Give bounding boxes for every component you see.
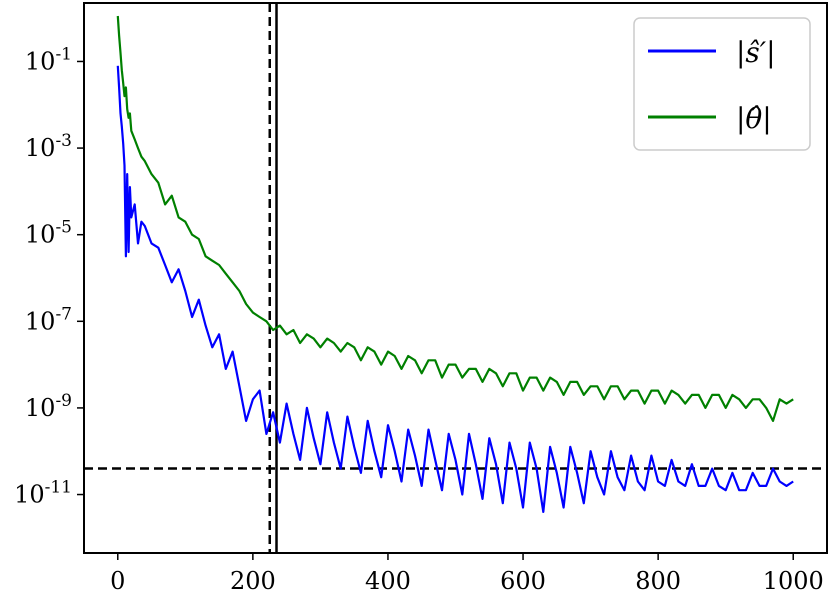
x-tick-label: 400 bbox=[365, 567, 411, 595]
x-tick-label: 1000 bbox=[763, 567, 824, 595]
y-tick-label: 10-9 bbox=[25, 391, 72, 422]
y-tick-label: 10-11 bbox=[14, 478, 72, 509]
series-layer bbox=[116, 15, 794, 513]
y-axis: 10-1 10-3 10-5 10-7 10-9 10-11 bbox=[14, 44, 84, 509]
y-tick-label: 10-7 bbox=[25, 304, 72, 335]
x-tick-label: 0 bbox=[110, 567, 125, 595]
y-tick-label: 10-3 bbox=[25, 131, 72, 162]
x-tick-label: 200 bbox=[230, 567, 276, 595]
series-line-theta bbox=[116, 15, 794, 422]
legend: |ŝ′| |θ̂| bbox=[633, 17, 811, 151]
series-line-s-prime bbox=[116, 65, 794, 513]
y-tick-label: 10-1 bbox=[25, 44, 72, 75]
legend-label-s-prime: |ŝ′| bbox=[736, 36, 776, 69]
x-tick-label: 800 bbox=[635, 567, 681, 595]
x-tick-label: 600 bbox=[500, 567, 546, 595]
x-axis: 0 200 400 600 800 1000 bbox=[110, 553, 824, 595]
legend-label-theta: |θ̂| bbox=[736, 102, 772, 135]
legend-box bbox=[633, 17, 811, 151]
reference-lines bbox=[84, 3, 827, 553]
y-tick-label: 10-5 bbox=[25, 218, 72, 249]
